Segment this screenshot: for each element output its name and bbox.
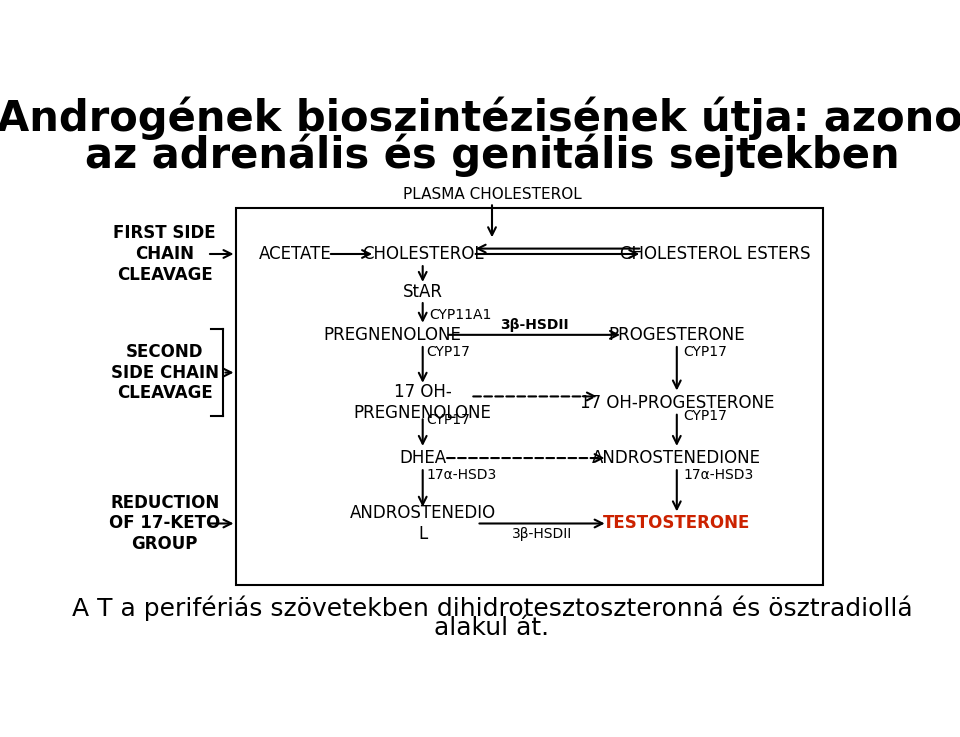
Text: SECOND
SIDE CHAIN
CLEAVAGE: SECOND SIDE CHAIN CLEAVAGE [110, 343, 219, 402]
Text: PREGNENOLONE: PREGNENOLONE [323, 326, 461, 344]
Text: ANDROSTENEDIO
L: ANDROSTENEDIO L [349, 504, 495, 543]
Text: CYP17: CYP17 [426, 345, 470, 359]
Text: 3β-HSDII: 3β-HSDII [512, 527, 572, 541]
Text: 3β-HSDII: 3β-HSDII [500, 318, 568, 332]
Text: ACETATE: ACETATE [259, 245, 332, 263]
Text: A T a perifériás szövetekben dihidrotesztoszteronná és ösztradiollá: A T a perifériás szövetekben dihidrotesz… [72, 595, 912, 621]
Text: 17α-HSD3: 17α-HSD3 [683, 468, 754, 482]
Text: CYP11A1: CYP11A1 [429, 308, 492, 322]
Text: 17α-HSD3: 17α-HSD3 [426, 468, 497, 482]
Text: ANDROSTENEDIONE: ANDROSTENEDIONE [592, 449, 761, 467]
Text: StAR: StAR [402, 284, 443, 301]
Text: PLASMA CHOLESTEROL: PLASMA CHOLESTEROL [402, 187, 582, 202]
Text: CHOLESTEROL ESTERS: CHOLESTEROL ESTERS [620, 245, 810, 263]
Text: az adrenális és genitális sejtekben: az adrenális és genitális sejtekben [84, 133, 900, 177]
Text: FIRST SIDE
CHAIN
CLEAVAGE: FIRST SIDE CHAIN CLEAVAGE [113, 224, 216, 284]
Text: TESTOSTERONE: TESTOSTERONE [603, 514, 751, 533]
Text: CHOLESTEROL: CHOLESTEROL [362, 245, 484, 263]
Text: Androgének bioszintézisének útja: azonos: Androgének bioszintézisének útja: azonos [0, 96, 960, 139]
Text: CYP17: CYP17 [683, 345, 727, 359]
Text: 17 OH-
PREGNENOLONE: 17 OH- PREGNENOLONE [354, 383, 492, 422]
Bar [236, 208, 823, 585]
Text: alakul át.: alakul át. [435, 616, 549, 640]
Text: CYP17: CYP17 [683, 410, 727, 424]
Text: PROGESTERONE: PROGESTERONE [609, 326, 745, 344]
Text: REDUCTION
OF 17-KETO
GROUP: REDUCTION OF 17-KETO GROUP [109, 494, 221, 553]
Text: 17 OH-PROGESTERONE: 17 OH-PROGESTERONE [580, 394, 774, 411]
Text: DHEA: DHEA [399, 449, 446, 467]
Text: CYP17: CYP17 [426, 413, 470, 427]
